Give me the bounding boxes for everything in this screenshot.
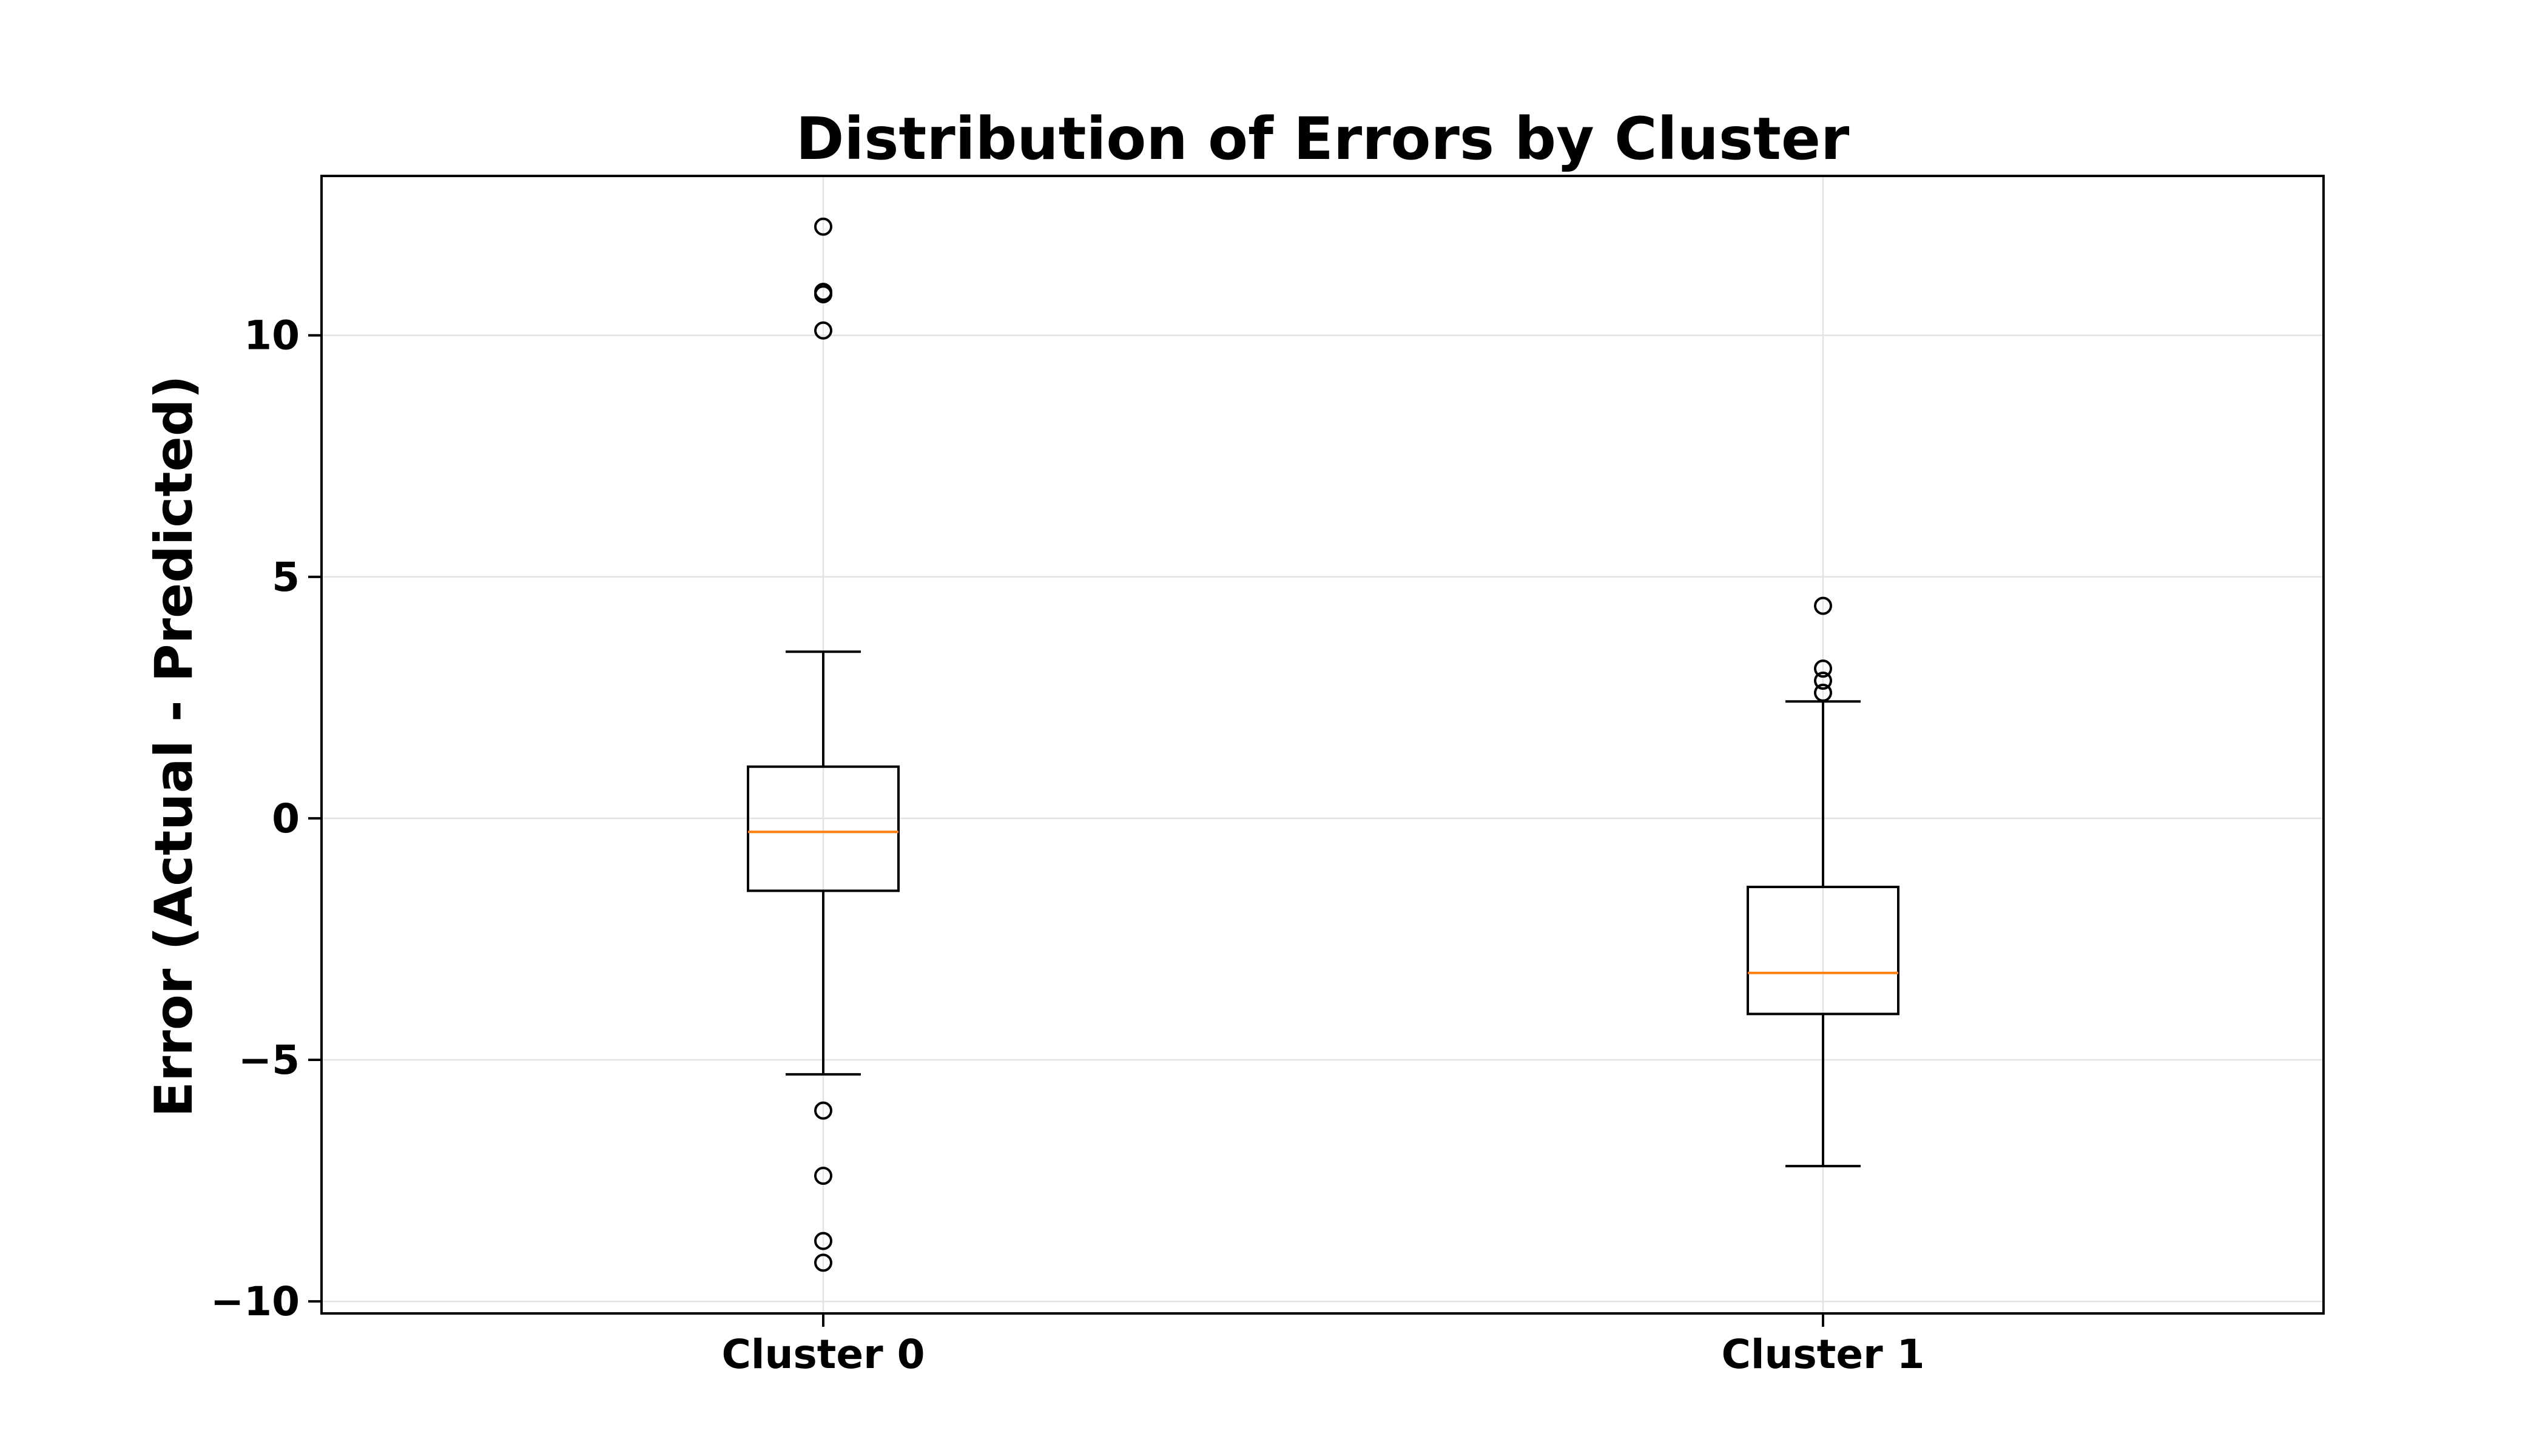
y-tick-label: 0 <box>272 795 300 842</box>
y-tick-label: −10 <box>211 1278 300 1325</box>
outlier-point <box>814 1167 832 1185</box>
x-tick-label: Cluster 0 <box>721 1331 925 1378</box>
outlier-point <box>814 283 832 302</box>
box-group <box>747 217 900 1272</box>
plot-frame <box>320 175 2325 1315</box>
outlier-point <box>814 217 832 236</box>
y-tick-label: 10 <box>244 312 300 359</box>
outlier-point <box>1814 659 1832 678</box>
y-tick-label: 5 <box>272 554 300 601</box>
iqr-box <box>747 765 900 892</box>
outlier-point <box>814 321 832 340</box>
outlier-point <box>1814 683 1832 702</box>
box-layer <box>747 217 1899 1272</box>
outlier-point <box>1814 596 1832 615</box>
x-tick-label: Cluster 1 <box>1721 1331 1924 1378</box>
y-axis-label: Error (Actual - Predicted) <box>144 375 204 1117</box>
outlier-point <box>814 1232 832 1250</box>
y-tick-label: −5 <box>238 1037 300 1084</box>
tick-layer: −10 −5 0 5 10 Cluster 0 Cluster 1 <box>211 312 1925 1378</box>
iqr-box <box>1747 885 1899 1016</box>
chart-title: Distribution of Errors by Cluster <box>796 105 1850 173</box>
box-group <box>1747 596 1899 1168</box>
outlier-point <box>1814 672 1832 690</box>
grid-lines <box>322 176 2324 1313</box>
outlier-point <box>814 1101 832 1120</box>
outlier-point <box>814 1253 832 1272</box>
